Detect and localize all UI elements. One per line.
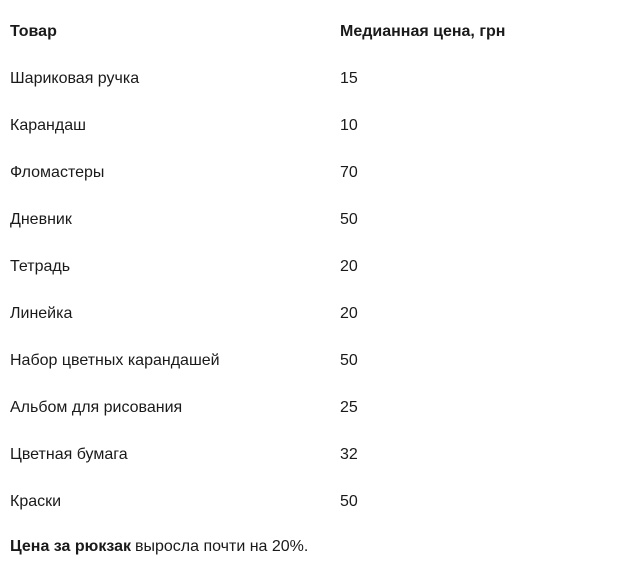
- table-row: Набор цветных карандашей 50: [0, 337, 505, 384]
- item-cell: Краски: [10, 492, 62, 510]
- item-cell: Дневник: [10, 210, 72, 228]
- note-text: выросла почти на 20%.: [134, 538, 309, 555]
- item-cell: Шариковая ручка: [10, 69, 140, 87]
- price-cell: 32: [340, 445, 358, 463]
- price-cell: 25: [340, 398, 358, 416]
- note: Цена за рюкзак выросла почти на 20%.: [10, 538, 308, 556]
- table-row: Альбом для рисования 25: [0, 384, 505, 431]
- table-header: Товар Медианная цена, грн: [0, 8, 505, 55]
- price-cell: 50: [340, 492, 358, 510]
- price-cell: 20: [340, 257, 358, 275]
- table-row: Цветная бумага 32: [0, 431, 505, 478]
- item-cell: Фломастеры: [10, 163, 105, 181]
- price-cell: 70: [340, 163, 358, 181]
- price-cell: 15: [340, 69, 358, 87]
- table-row: Фломастеры 70: [0, 149, 505, 196]
- price-cell: 10: [340, 116, 358, 134]
- item-cell: Набор цветных карандашей: [10, 351, 220, 369]
- price-cell: 50: [340, 210, 358, 228]
- header-cell: Медианная цена, грн: [340, 22, 506, 40]
- item-cell: Цветная бумага: [10, 445, 128, 463]
- price-cell: 50: [340, 351, 358, 369]
- item-cell: Карандаш: [10, 116, 86, 134]
- table-row: Дневник 50: [0, 196, 505, 243]
- header-cell: Товар: [10, 22, 57, 40]
- price-cell: 20: [340, 304, 358, 322]
- note-bold: Цена за рюкзак: [10, 538, 131, 555]
- table-row: Карандаш 10: [0, 102, 505, 149]
- table-row: Шариковая ручка 15: [0, 55, 505, 102]
- table-row: Тетрадь 20: [0, 243, 505, 290]
- table-body: Шариковая ручка 15 Карандаш 10 Фломастеры 70 Д…: [0, 55, 505, 525]
- header-row: Товар Медианная цена, грн: [0, 8, 505, 55]
- item-cell: Альбом для рисования: [10, 398, 183, 416]
- item-cell: Тетрадь: [10, 257, 71, 275]
- item-cell: Линейка: [10, 304, 73, 322]
- table-row: Линейка 20: [0, 290, 505, 337]
- price-table: Товар Медианная цена, грн Шариковая ручк…: [0, 8, 505, 525]
- table-row: Краски 50: [0, 478, 505, 525]
